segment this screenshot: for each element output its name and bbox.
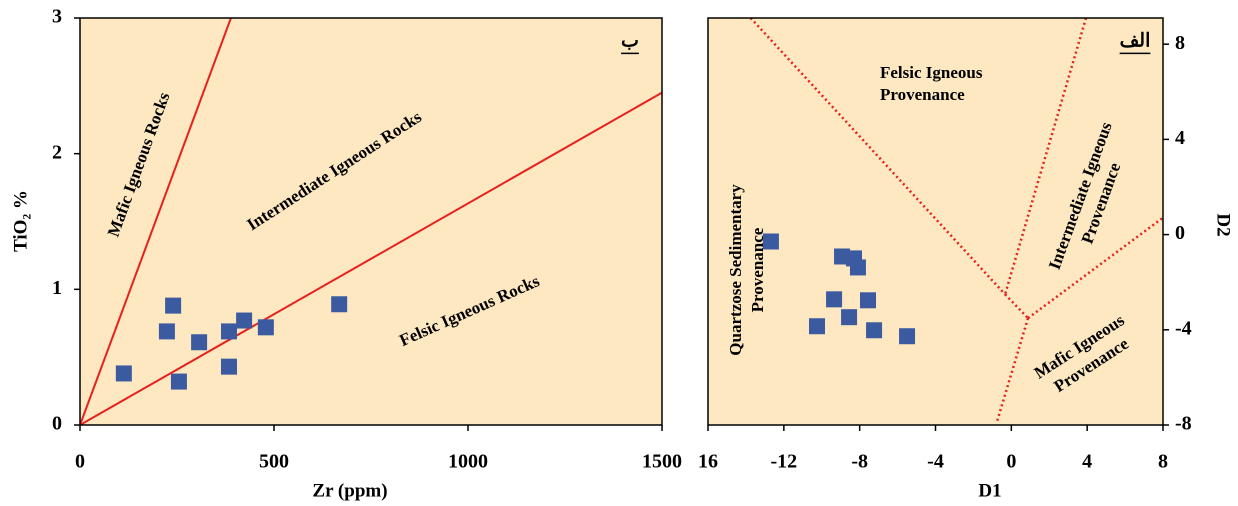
y-tick-label: 0 bbox=[52, 413, 62, 435]
marker bbox=[257, 319, 274, 336]
boundary-line bbox=[80, 18, 232, 425]
x-axis-label: Zr (ppm) bbox=[312, 480, 387, 501]
marker bbox=[762, 233, 779, 250]
x-tick-label: 4 bbox=[1082, 451, 1092, 473]
x-tick-label: 8 bbox=[1158, 451, 1168, 473]
marker bbox=[170, 373, 187, 390]
marker bbox=[826, 291, 843, 308]
y-tick-label: 1 bbox=[52, 277, 62, 299]
boundary-line bbox=[1027, 216, 1163, 320]
y-axis-label: TiO₂ % bbox=[10, 190, 31, 252]
marker bbox=[158, 323, 175, 340]
x-tick-label: -12 bbox=[770, 451, 797, 473]
y-tick-label: -8 bbox=[1175, 413, 1192, 435]
boundary-line bbox=[80, 91, 662, 425]
marker bbox=[841, 309, 858, 326]
x-axis-label: D1 bbox=[978, 480, 1001, 501]
y-tick-label: 3 bbox=[52, 6, 62, 28]
region-label-line: Quartzose Sedimentary bbox=[726, 184, 745, 356]
marker bbox=[331, 296, 348, 313]
marker bbox=[236, 312, 253, 329]
marker bbox=[191, 334, 208, 351]
y-tick-label: 0 bbox=[1175, 222, 1185, 244]
marker bbox=[849, 259, 866, 276]
boundary-line bbox=[995, 317, 1030, 423]
marker bbox=[165, 297, 182, 314]
x-tick-label: 1000 bbox=[448, 451, 488, 473]
x-tick-label: 500 bbox=[259, 451, 289, 473]
x-tick-label: 16 bbox=[698, 451, 718, 473]
panel: Mafic Igneous Rocks Intermediate Igneous … bbox=[10, 6, 682, 502]
marker bbox=[220, 358, 237, 375]
region-label: Quartzose Sedimentary Provenance bbox=[726, 184, 767, 356]
marker bbox=[220, 323, 237, 340]
x-tick-label: 1500 bbox=[642, 451, 682, 473]
region-label-line: Provenance bbox=[880, 85, 965, 104]
y-tick-label: -4 bbox=[1175, 317, 1192, 339]
marker bbox=[809, 318, 826, 335]
marker bbox=[866, 322, 883, 339]
x-tick-label: 0 bbox=[1006, 451, 1016, 473]
region-label: Felsic Igneous Provenance bbox=[880, 63, 983, 104]
x-tick-label: -4 bbox=[927, 451, 944, 473]
plot-area bbox=[708, 18, 1163, 425]
marker bbox=[860, 292, 877, 309]
marker bbox=[899, 328, 916, 345]
y-axis-label: D2 bbox=[1213, 213, 1234, 236]
panel-label: ب bbox=[621, 30, 639, 51]
x-tick-label: 0 bbox=[75, 451, 85, 473]
panel-label: الف bbox=[1120, 30, 1151, 51]
plot-frame bbox=[79, 17, 663, 426]
y-tick-label: 2 bbox=[52, 141, 62, 163]
x-tick-label: -8 bbox=[851, 451, 868, 473]
region-label-line: Felsic Igneous bbox=[880, 63, 983, 82]
boundary-line bbox=[1004, 293, 1029, 320]
marker bbox=[115, 365, 132, 382]
plot-area bbox=[80, 18, 662, 425]
region-label-line: Provenance bbox=[748, 227, 767, 312]
y-tick-label: 8 bbox=[1175, 32, 1185, 54]
y-tick-label: 4 bbox=[1175, 127, 1185, 149]
